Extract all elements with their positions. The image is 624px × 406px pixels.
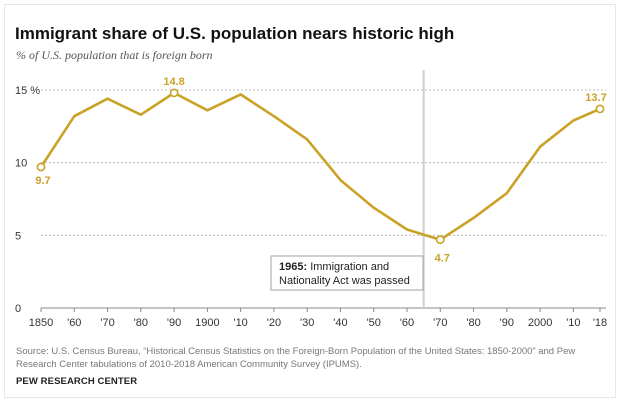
- chart-title: Immigrant share of U.S. population nears…: [15, 24, 455, 43]
- annotation-box: [270, 255, 424, 291]
- x-tick-label: '70: [100, 317, 114, 329]
- annotation-line1: 1965: Immigration and: [279, 261, 389, 273]
- y-tick-label: 5: [15, 230, 21, 242]
- chart-subtitle: % of U.S. population that is foreign bor…: [16, 48, 213, 62]
- x-tick-label: '20: [267, 317, 281, 329]
- annotation-line2: Nationality Act was passed: [279, 275, 410, 287]
- x-tick-label: 2000: [528, 317, 552, 329]
- x-tick-label: '80: [466, 317, 480, 329]
- y-tick-label: 10: [15, 158, 27, 170]
- x-tick-label: '70: [433, 317, 447, 329]
- data-point-marker: [169, 88, 179, 98]
- data-label: 4.7: [435, 253, 450, 265]
- x-tick-label: 1900: [195, 317, 219, 329]
- data-label: 9.7: [35, 175, 50, 187]
- x-tick-label: '50: [367, 317, 381, 329]
- x-tick-label: '30: [300, 317, 314, 329]
- y-tick-label: 15 %: [15, 85, 40, 97]
- x-tick-label: '10: [566, 317, 580, 329]
- data-point-marker: [36, 162, 46, 172]
- x-tick-label: '90: [500, 317, 514, 329]
- chart-frame: [4, 4, 616, 398]
- x-tick-label: 1850: [29, 317, 53, 329]
- y-tick-label: 0: [15, 303, 21, 315]
- x-tick-label: '60: [67, 317, 81, 329]
- data-point-marker: [595, 104, 605, 114]
- x-tick-label: '90: [167, 317, 181, 329]
- data-label: 13.7: [585, 92, 606, 104]
- brand-label: PEW RESEARCH CENTER: [16, 376, 138, 387]
- data-label: 14.8: [163, 76, 184, 88]
- line-chart: 0 5 10 15 % 1850 '60 '70 '80 '90 1900 '10 '20 '30 '40…: [15, 70, 607, 329]
- x-tick-label: '18: [593, 317, 607, 329]
- x-tick-label: '60: [400, 317, 414, 329]
- series-line: [39, 91, 602, 241]
- x-tick-label: '80: [134, 317, 148, 329]
- x-tick-label: '10: [233, 317, 247, 329]
- x-tick-label: '40: [333, 317, 347, 329]
- source-note: Source: U.S. Census Bureau, “Historical …: [16, 346, 576, 370]
- data-point-marker: [435, 235, 445, 245]
